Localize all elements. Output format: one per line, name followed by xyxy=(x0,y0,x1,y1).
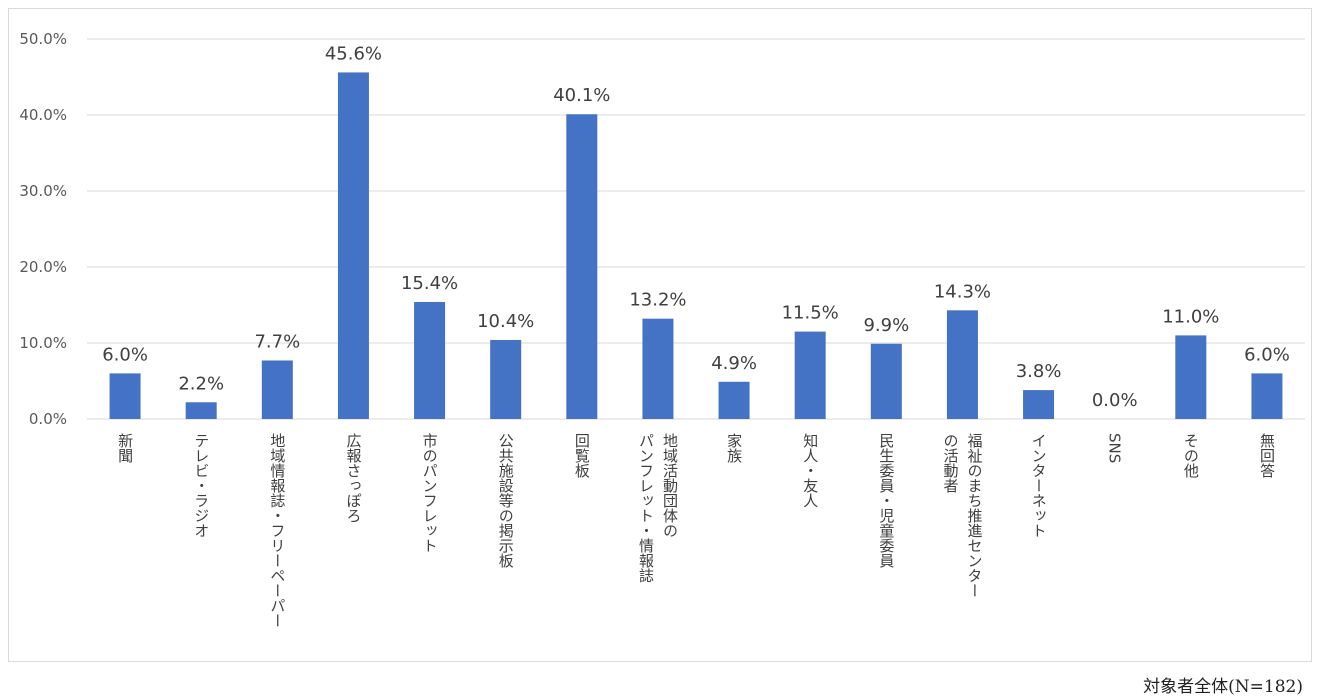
category-label: インターネット xyxy=(1030,433,1048,538)
y-tick-label: 30.0% xyxy=(19,182,67,200)
bar xyxy=(794,331,826,419)
data-label: 14.3% xyxy=(934,281,991,302)
bar xyxy=(1251,373,1283,419)
y-tick-label: 0.0% xyxy=(29,410,67,428)
category-label: 無回答 xyxy=(1258,433,1276,478)
category-label: の活動者 xyxy=(941,433,959,493)
bar xyxy=(718,381,750,419)
bar xyxy=(109,373,141,419)
bar xyxy=(946,310,978,419)
bar xyxy=(185,402,217,419)
category-label: 回覧板 xyxy=(573,433,591,478)
category-label: SNS xyxy=(1106,433,1124,463)
data-label: 10.4% xyxy=(477,311,534,332)
data-label: 0.0% xyxy=(1092,390,1138,411)
data-label: 6.0% xyxy=(1244,344,1290,365)
bar xyxy=(261,360,293,419)
category-label: 新聞 xyxy=(116,433,134,464)
data-label: 9.9% xyxy=(863,315,909,336)
data-label: 2.2% xyxy=(178,373,224,394)
data-label: 4.9% xyxy=(711,353,757,374)
data-label: 45.6% xyxy=(325,43,382,64)
category-label: 知人・友人 xyxy=(801,433,819,508)
category-label: 市のパンフレット xyxy=(421,433,439,553)
category-label: テレビ・ラジオ xyxy=(192,433,210,538)
data-label: 13.2% xyxy=(629,290,686,311)
data-label: 3.8% xyxy=(1016,361,1062,382)
bar xyxy=(870,343,902,419)
y-tick-label: 10.0% xyxy=(19,334,67,352)
y-tick-label: 40.0% xyxy=(19,106,67,124)
category-label: 広報さっぽろ xyxy=(344,433,362,523)
bar xyxy=(337,72,369,419)
data-label: 40.1% xyxy=(553,85,610,106)
category-label: 民生委員・児童委員 xyxy=(877,433,895,568)
category-label: パンフレット・情報誌 xyxy=(637,433,655,583)
data-label: 11.5% xyxy=(782,303,839,324)
category-label: 地域情報誌・フリーペーパー xyxy=(268,433,286,628)
bar xyxy=(566,114,598,420)
data-label: 7.7% xyxy=(254,331,300,352)
y-tick-label: 20.0% xyxy=(19,258,67,276)
category-label: 家族 xyxy=(725,433,743,464)
category-label: 福祉のまち推進センター xyxy=(965,433,983,598)
bar xyxy=(490,339,522,419)
data-label: 6.0% xyxy=(102,344,148,365)
bar xyxy=(642,318,674,419)
data-label: 11.0% xyxy=(1162,306,1219,327)
bar xyxy=(1023,390,1055,419)
y-tick-label: 50.0% xyxy=(19,30,67,48)
category-label: 地域活動団体の xyxy=(661,433,679,538)
category-label: その他 xyxy=(1182,433,1200,479)
chart-frame: 0.0% 10.0% 20.0% 30.0% 40.0% 50.0% 6.0% 新聞 2.2% テ… xyxy=(8,8,1312,662)
category-label: 公共施設等の掲示板 xyxy=(497,433,515,568)
bar-chart: 0.0% 10.0% 20.0% 30.0% 40.0% 50.0% 6.0% 新聞 2.2% テ… xyxy=(19,30,1305,628)
bar xyxy=(1175,335,1207,419)
bar xyxy=(414,301,446,419)
sample-size-note: 対象者全体(N=182) xyxy=(1143,677,1303,697)
data-label: 15.4% xyxy=(401,273,458,294)
